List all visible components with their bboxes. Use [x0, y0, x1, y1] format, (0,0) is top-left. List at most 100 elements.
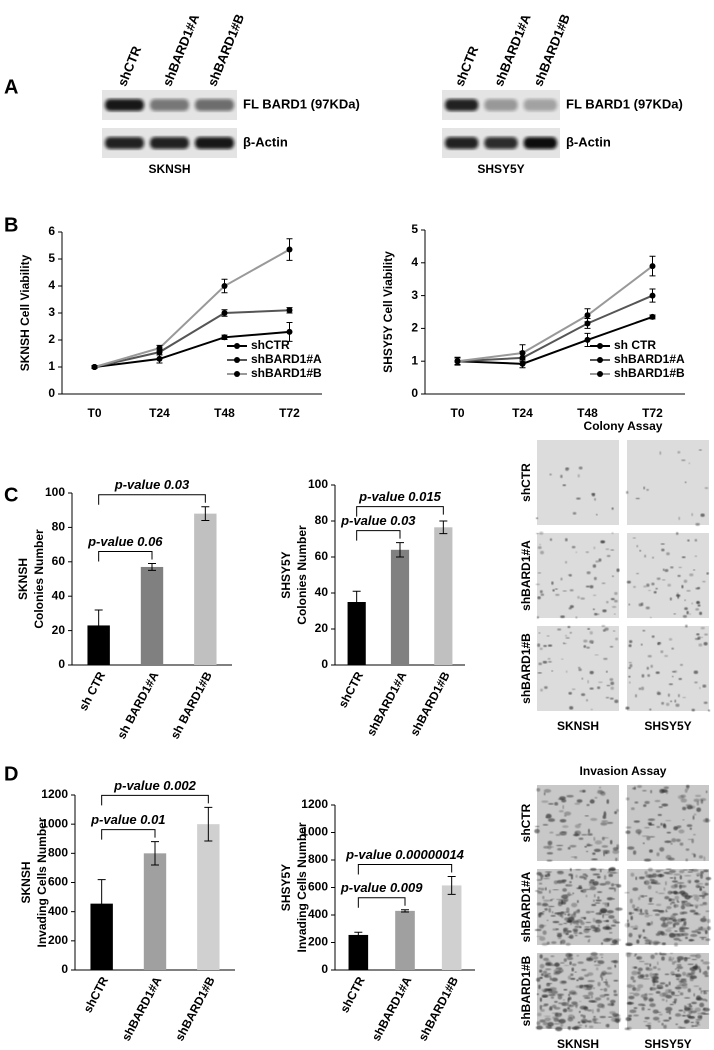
cell-spot [646, 836, 651, 841]
cell-spot [582, 994, 590, 998]
cell-spot [597, 790, 605, 795]
cell-spot [539, 954, 543, 959]
cell-spot [673, 933, 681, 938]
cell-spot [682, 869, 688, 871]
column-label: SHSY5Y [644, 719, 691, 733]
panel-label: D [4, 763, 18, 785]
cell-spot [592, 873, 601, 876]
cell-spot [687, 539, 690, 542]
cell-spot [683, 1020, 688, 1025]
cell-spot [584, 928, 592, 931]
cell-spot [636, 906, 640, 909]
cell-spot [678, 980, 684, 983]
cell-spot [586, 646, 590, 649]
cell-spot [642, 842, 645, 845]
cell-spot [628, 666, 631, 670]
cell-spot [665, 792, 669, 795]
cell-spot [551, 581, 554, 585]
cell-spot [674, 876, 676, 881]
cell-spot [651, 975, 659, 980]
error-bar [396, 542, 404, 558]
cell-spot [547, 818, 556, 822]
cell-spot [543, 789, 552, 793]
cell-spot [606, 910, 614, 914]
data-point [649, 263, 656, 270]
cell-spot [645, 606, 650, 610]
cell-spot [580, 916, 587, 919]
cell-spot [702, 580, 706, 583]
cell-spot [587, 679, 589, 684]
cell-spot [606, 554, 611, 558]
cell-spot [664, 569, 669, 573]
legend-dot [234, 371, 240, 377]
cell-spot [585, 910, 591, 914]
cell-spot [662, 568, 665, 572]
y-tick-label: 100 [308, 477, 328, 491]
cell-spot [567, 996, 572, 1001]
cell-spot [696, 900, 699, 902]
cell-spot [590, 867, 597, 871]
cell-spot [608, 868, 611, 872]
cell-spot [632, 979, 636, 983]
cell-spot [609, 678, 614, 681]
cell-spot [671, 838, 677, 843]
cell-spot [554, 801, 559, 806]
cell-spot [567, 1026, 570, 1030]
cell-spot [555, 833, 561, 836]
micrograph-field [627, 785, 709, 861]
cell-spot [689, 573, 694, 577]
cell-spot [613, 1018, 621, 1023]
y-axis-label: Colonies Number [295, 525, 309, 625]
error-bar [354, 931, 363, 939]
cell-spot [630, 915, 634, 921]
cell-spot [630, 925, 635, 928]
cell-spot [606, 897, 614, 901]
cell-spot [566, 794, 574, 798]
cell-spot [651, 582, 655, 586]
error-bar [201, 506, 210, 522]
cell-spot [696, 995, 702, 1000]
cell-spot [701, 927, 707, 932]
cell-spot [599, 869, 602, 873]
cell-spot [665, 984, 669, 987]
cell-spot [673, 937, 680, 941]
series-line [457, 315, 653, 365]
cell-spot [632, 912, 635, 914]
cell-spot [675, 986, 682, 990]
significance-bracket [98, 494, 206, 505]
cell-spot [692, 965, 698, 969]
cell-spot [684, 599, 686, 601]
cell-spot [703, 990, 706, 995]
y-tick-label: 200 [308, 935, 328, 949]
cell-spot [670, 842, 673, 845]
error-bar [148, 563, 156, 571]
cell-spot [534, 825, 540, 828]
cell-spot [567, 1007, 570, 1010]
cell-spot [683, 579, 688, 583]
cell-spot [589, 886, 597, 891]
legend-label: shBARD1#B [614, 366, 685, 380]
cell-spot [543, 792, 546, 796]
cell-spot [557, 628, 562, 631]
cell-spot [599, 1015, 606, 1019]
cell-spot [577, 908, 581, 912]
cell-spot [625, 826, 632, 829]
cell-spot [555, 1026, 563, 1032]
y-tick-label: 2 [411, 321, 418, 335]
cell-spot [628, 603, 631, 606]
cell-spot [634, 694, 638, 698]
cell-spot [696, 600, 700, 604]
cell-spot [602, 849, 610, 853]
cell-spot [696, 633, 700, 636]
cell-spot [582, 1014, 586, 1019]
cell-spot [644, 870, 648, 875]
cell-spot [642, 789, 647, 792]
cell-spot [627, 919, 629, 923]
cell-spot [571, 688, 576, 691]
cell-spot [664, 654, 669, 658]
cell-spot [700, 917, 707, 923]
cell-spot [677, 595, 680, 599]
cell-spot [588, 1000, 596, 1003]
cell-spot [554, 1012, 562, 1018]
cell-spot [577, 961, 584, 965]
